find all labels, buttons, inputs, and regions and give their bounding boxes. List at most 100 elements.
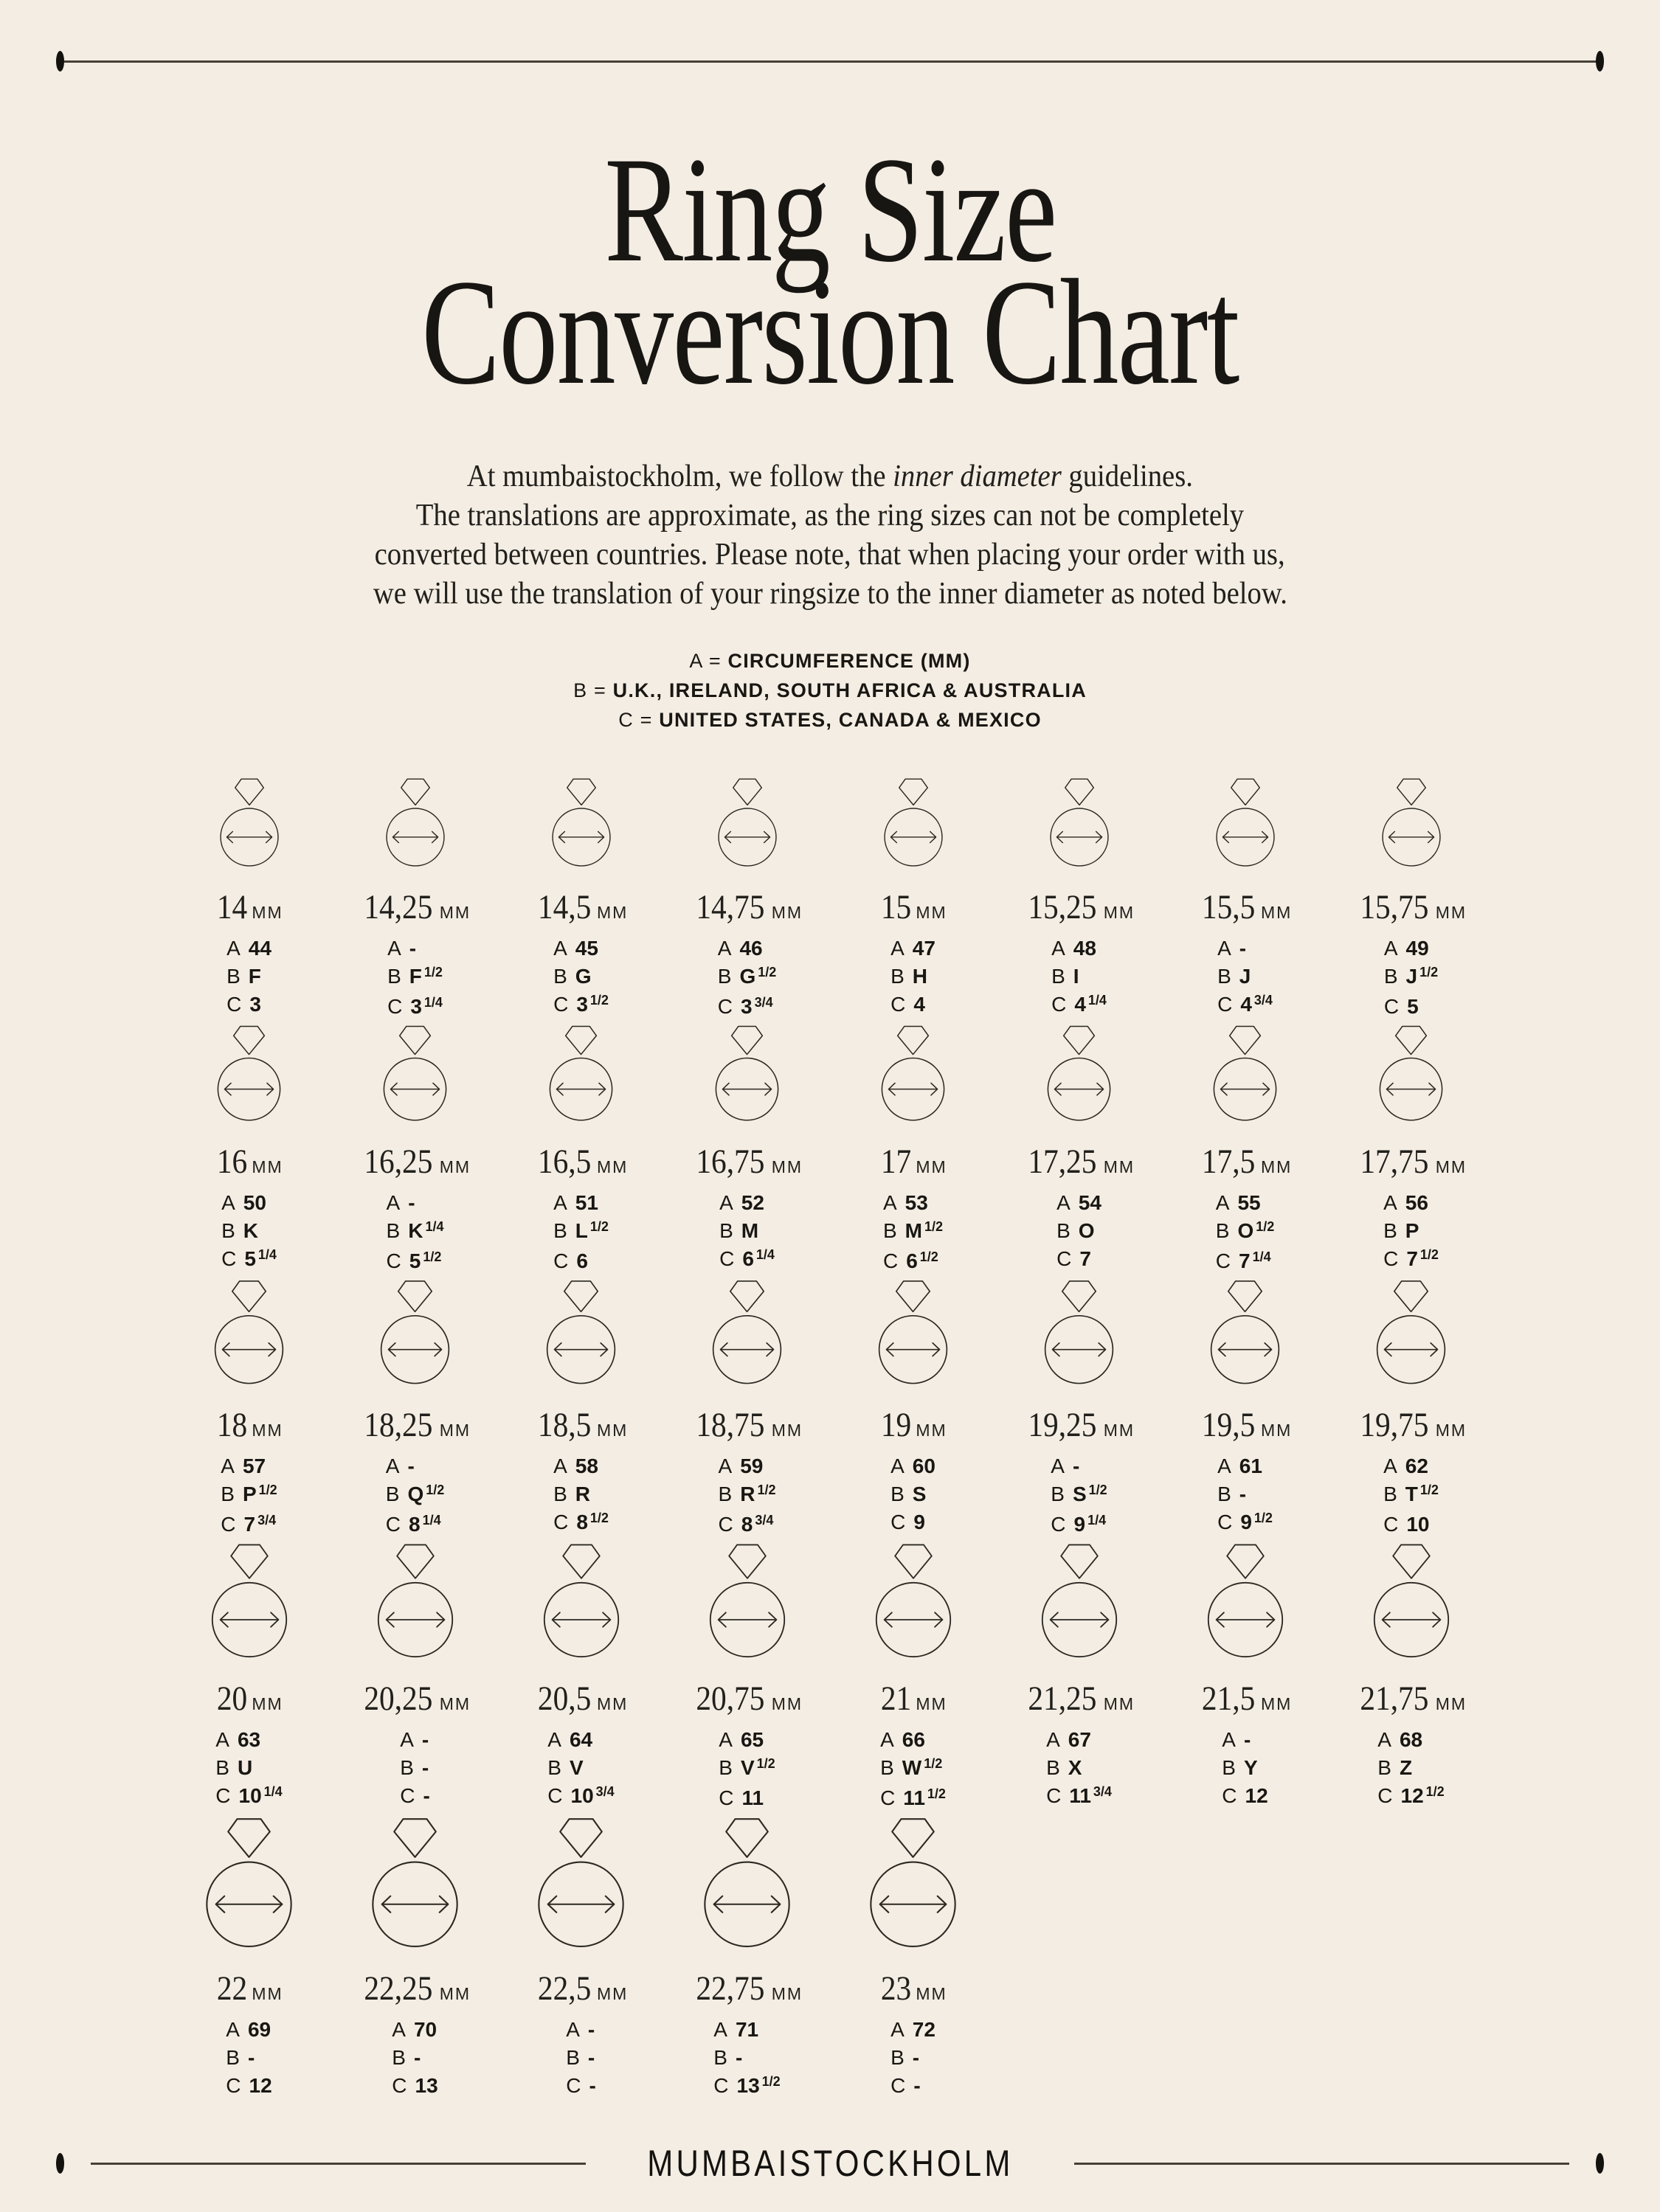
arrowhead-left <box>547 1895 558 1913</box>
unit-mm: MM <box>1103 903 1135 922</box>
unit-mm: MM <box>252 1694 283 1713</box>
arrowhead-right <box>764 1082 772 1096</box>
ring-cell: 21 MM A 66 B W 1/2 C 11 1/2 <box>830 1541 996 1814</box>
ring-conversions: A 57 B P 1/2 C 7 3/4 <box>221 1452 277 1541</box>
unit-mm: MM <box>596 1694 629 1713</box>
us-size-value: C 11 <box>719 1786 764 1809</box>
arrowhead-left <box>888 1082 896 1096</box>
us-size-value: C 8 3/4 <box>718 1513 774 1536</box>
ring-band <box>549 1057 613 1121</box>
us-size-value: C 10 <box>1383 1513 1430 1536</box>
us-size-value: C 3 1/2 <box>553 993 609 1016</box>
diamond-gem-icon <box>730 1025 764 1055</box>
diamond-gem-icon <box>393 1818 437 1858</box>
us-size-value: C 7 3/4 <box>221 1513 277 1536</box>
ring-band <box>875 1581 951 1658</box>
unit-mm: MM <box>771 1421 803 1440</box>
arrowhead-left <box>224 1082 232 1096</box>
us-size-value: C 8 1/4 <box>385 1513 441 1536</box>
ring-band <box>1381 808 1441 867</box>
circumference-value: A 59 <box>718 1455 764 1477</box>
ring-conversions: A 55 B O 1/2 C 7 1/4 <box>1216 1189 1275 1277</box>
diamond-gem-icon <box>395 1544 435 1579</box>
ring-diameter-icon <box>1328 1277 1494 1385</box>
arrowhead-right <box>597 831 604 844</box>
arrowhead-left <box>1217 1342 1226 1357</box>
ring-size-label: 18,75 MM <box>696 1406 803 1444</box>
arrowhead-right <box>1099 1612 1109 1628</box>
intro-line-4: we will use the translation of your ring… <box>373 577 1287 611</box>
diamond-gem-icon <box>1061 1280 1097 1313</box>
ring-diameter-icon <box>166 1541 332 1659</box>
ring-diameter-icon <box>1162 1541 1328 1659</box>
arrowhead-left <box>553 1342 562 1357</box>
arrowhead-right <box>1265 1612 1275 1628</box>
us-size-value: C 12 1/2 <box>1377 1784 1445 1807</box>
diamond-gem-icon <box>232 1025 266 1055</box>
arrowhead-right <box>1428 1082 1436 1096</box>
legend-line-b: B = U.K., IRELAND, SOUTH AFRICA & AUSTRA… <box>573 679 1087 701</box>
diamond-gem-icon <box>732 778 762 806</box>
ring-band <box>883 808 943 867</box>
uk-size-value: B M 1/2 <box>882 1219 944 1242</box>
circumference-value: A- <box>1051 1455 1080 1477</box>
ring-icon <box>383 1025 447 1121</box>
diamond-gem-icon <box>561 1544 601 1579</box>
us-size-value: C 11 1/2 <box>880 1786 946 1809</box>
circumference-value: A 52 <box>719 1191 764 1214</box>
ring-band <box>219 808 279 867</box>
ring-diameter-icon <box>1328 1023 1494 1122</box>
rule-end-dot-left <box>56 51 64 72</box>
arrowhead-left <box>713 1895 724 1913</box>
arrowhead-left <box>724 831 731 844</box>
ring-band <box>372 1861 458 1947</box>
ring-size-label: 22 MM <box>217 1969 283 2008</box>
footer: MUMBAISTOCKHOLM <box>56 2142 1605 2185</box>
ring-size-label: 16,75 MM <box>696 1143 803 1181</box>
ring-diameter-icon <box>498 1023 664 1122</box>
ring-diameter-icon <box>498 1814 664 1949</box>
uk-size-value: B F 1/2 <box>387 965 443 988</box>
ring-size-label: 16,5 MM <box>537 1143 629 1181</box>
unit-mm: MM <box>1435 903 1467 922</box>
arrowhead-right <box>1262 1082 1270 1096</box>
ring-diameter-icon <box>1162 1023 1328 1122</box>
uk-size-value: B O 1/2 <box>1215 1219 1275 1242</box>
arrowhead-right <box>936 1895 947 1913</box>
ring-icon <box>1210 1280 1280 1384</box>
circumference-value: A 49 <box>1383 937 1429 960</box>
circumference-value: A- <box>387 937 417 960</box>
ring-icon <box>1041 1544 1117 1658</box>
ring-cell: 14,25 MM A- B F 1/2 C 3 1/4 <box>332 776 498 1023</box>
ring-band <box>1376 1314 1446 1384</box>
ring-size-label: 20,5 MM <box>537 1679 629 1718</box>
arrowhead-right <box>766 1342 775 1357</box>
diamond-gem-icon <box>1393 1280 1429 1313</box>
arrowhead-left <box>722 1082 730 1096</box>
ring-size-label: 21,25 MM <box>1028 1679 1135 1718</box>
circumference-value: A 57 <box>221 1455 266 1477</box>
unit-mm: MM <box>596 1157 629 1176</box>
ring-size-label: 14,25 MM <box>364 888 471 926</box>
arrowhead-right <box>767 1612 777 1628</box>
unit-mm: MM <box>916 1984 947 2003</box>
diamond-gem-icon <box>229 1544 269 1579</box>
uk-size-value: B- <box>713 2046 743 2069</box>
arrowhead-right <box>431 831 438 844</box>
ring-icon <box>870 1818 956 1947</box>
ring-size-label: 20,75 MM <box>696 1679 803 1718</box>
